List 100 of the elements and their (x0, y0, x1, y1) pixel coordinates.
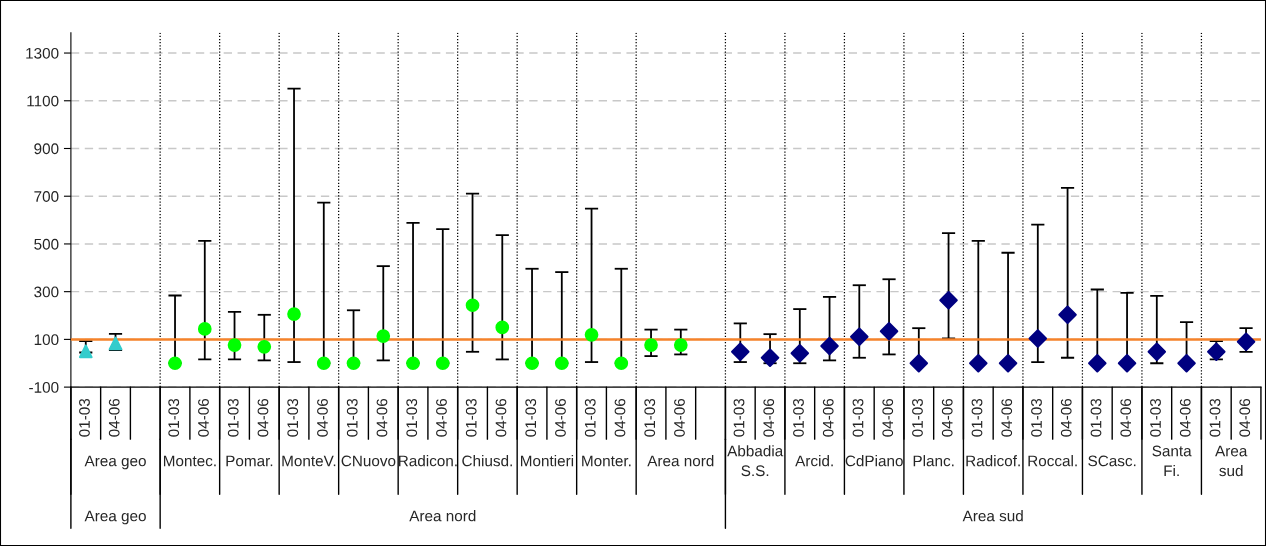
x-tick-label: 04-06 (822, 398, 834, 437)
text: CdPiano (845, 455, 903, 467)
x-tick-label: 01-03 (584, 398, 596, 437)
point (939, 291, 958, 310)
x-tick-label: 04-06 (1239, 398, 1251, 437)
x-tick-label: 01-03 (1031, 398, 1042, 437)
point (435, 356, 450, 371)
point (1117, 353, 1137, 373)
point (1028, 329, 1048, 348)
point (1088, 353, 1107, 373)
text: Roccal. (1028, 455, 1077, 467)
x-tick-label: 01-03 (793, 398, 804, 437)
text: Area geo (84, 455, 146, 470)
text: Radicof. (966, 455, 1020, 467)
x-tick-label: 04-06 (941, 398, 953, 437)
x-tick-label: 04-06 (1120, 398, 1132, 437)
x-tick-label: 04-06 (1001, 398, 1013, 437)
text: Area geo (84, 510, 146, 525)
point (525, 356, 539, 371)
x-tick-label: 01-03 (1150, 398, 1161, 437)
x-tick-label: 01-03 (912, 398, 923, 437)
point (1177, 353, 1196, 373)
x-tick-label: 04-06 (495, 398, 507, 437)
x-tick-label: 01-03 (525, 398, 537, 437)
x-tick-label: 04-06 (198, 398, 209, 437)
point (108, 336, 123, 351)
point (1236, 332, 1256, 352)
x-tick-label: 01-03 (406, 398, 418, 437)
text: Monter. (582, 455, 631, 467)
point (850, 327, 869, 347)
point (257, 339, 272, 354)
x-tick-label: 01-03 (168, 398, 180, 437)
x-tick-label: 01-03 (1090, 398, 1102, 437)
point (554, 356, 569, 371)
point (168, 356, 182, 371)
x-tick-label: 01-03 (852, 398, 864, 437)
x-tick-label: 01-03 (79, 398, 90, 437)
point (316, 356, 331, 371)
y-tick-label: 500 (34, 238, 59, 250)
x-tick-label: 04-06 (1179, 398, 1191, 437)
x-tick-label: 04-06 (317, 398, 328, 437)
point (731, 342, 750, 362)
x-tick-label: 01-03 (346, 398, 358, 437)
text: SCasc. (1088, 455, 1136, 467)
point (227, 338, 242, 352)
x-tick-label: 04-06 (376, 398, 388, 437)
point (287, 307, 301, 321)
text: Area nord (409, 510, 476, 522)
point (673, 338, 688, 352)
x-tick-label: 04-06 (436, 398, 447, 437)
x-tick-label: 04-06 (108, 398, 120, 437)
y-tick-label: -100 (29, 381, 59, 393)
text: Santa Fi. (1152, 445, 1192, 477)
y-tick-label: 300 (34, 286, 59, 298)
point (1147, 342, 1167, 362)
point (820, 336, 839, 356)
point (495, 320, 510, 335)
x-tick-label: 04-06 (555, 398, 566, 437)
x-tick-label: 01-03 (465, 398, 477, 437)
text: Arcid. (795, 455, 833, 467)
x-tick-label: 04-06 (882, 398, 894, 437)
x-tick-label: 04-06 (763, 398, 775, 437)
y-tick-label: 700 (34, 191, 59, 202)
x-tick-label: 01-03 (227, 398, 239, 437)
y-tick-label: 1300 (26, 47, 59, 59)
text: Area sud (962, 510, 1023, 522)
y-tick-label: 100 (34, 334, 59, 346)
point (376, 329, 391, 343)
x-tick-label: 04-06 (257, 398, 269, 437)
text: Montieri (521, 455, 574, 467)
y-tick-label: 900 (34, 143, 59, 155)
text: Montec. (163, 455, 216, 467)
point (879, 322, 899, 341)
point (346, 356, 361, 371)
x-tick-label: 04-06 (614, 398, 626, 437)
x-tick-label: 04-06 (1060, 398, 1072, 437)
text: Area nord (647, 455, 714, 467)
point (197, 322, 212, 336)
x-tick-label: 01-03 (287, 398, 299, 437)
point (644, 338, 658, 352)
x-tick-label: 01-03 (971, 398, 983, 437)
x-tick-label: 01-03 (1209, 398, 1221, 437)
text: Area sud (1215, 445, 1248, 477)
text: Chiusd. (462, 455, 512, 467)
x-tick-label: 01-03 (644, 398, 656, 437)
text: Planc. (913, 455, 954, 467)
point (465, 298, 480, 313)
text: Pomar. (226, 455, 273, 467)
point (909, 353, 929, 373)
point (406, 356, 420, 371)
text: Radicon. (399, 455, 457, 467)
point (969, 353, 988, 373)
text: Abbadia S.S. (727, 445, 784, 477)
point (78, 344, 93, 359)
point (614, 356, 629, 371)
point (998, 353, 1018, 373)
point (1058, 305, 1077, 325)
point (760, 348, 780, 368)
text: CNuovo (341, 455, 396, 467)
point (584, 328, 599, 342)
